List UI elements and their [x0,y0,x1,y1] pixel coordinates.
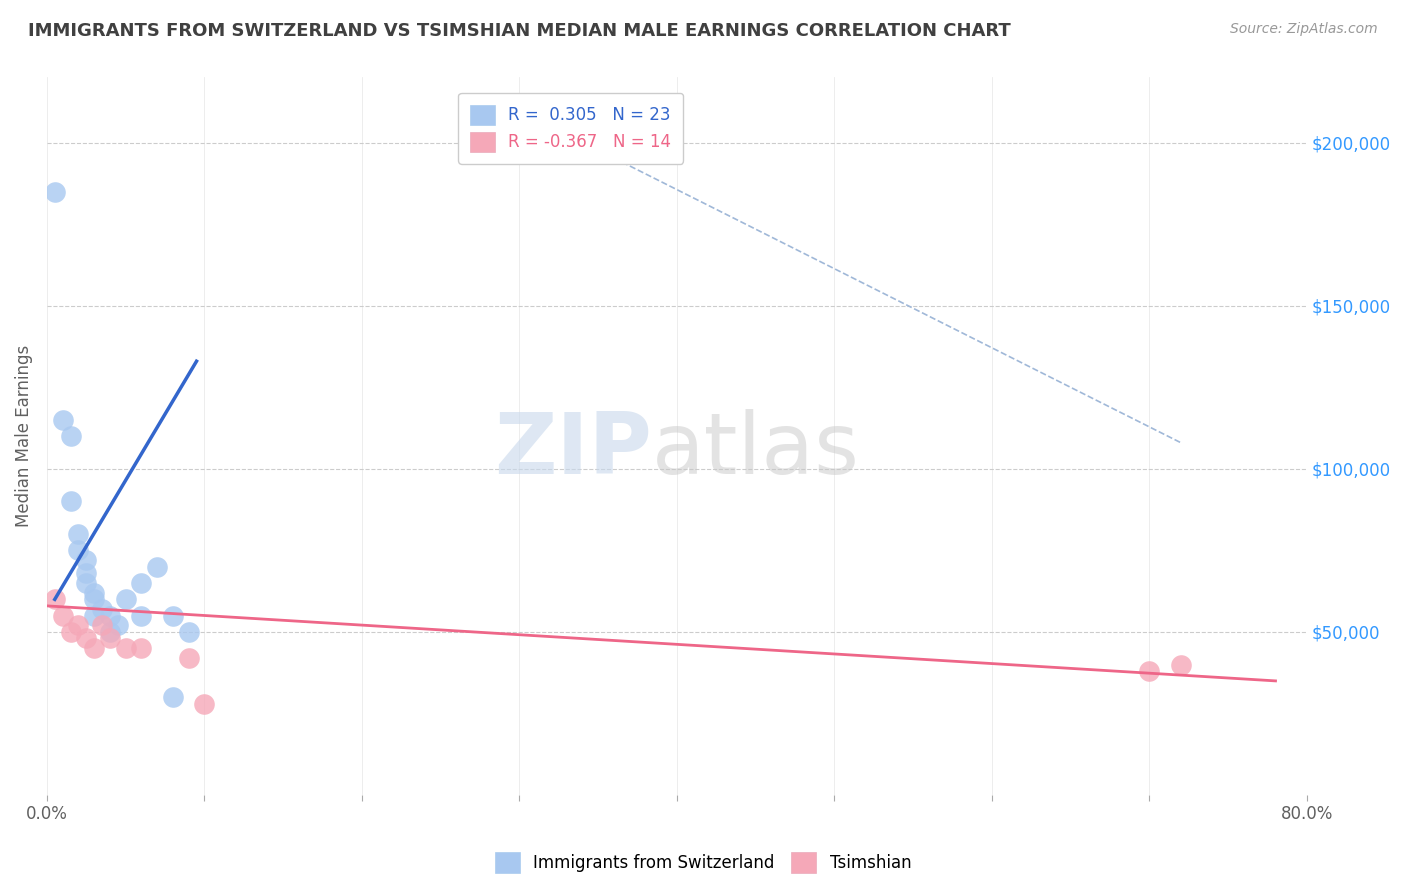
Point [162,690,184,705]
Point [114,641,136,656]
Point [98,632,121,646]
Point [107,618,129,632]
Point [44,185,66,199]
Point [98,624,121,639]
Point [91,602,114,616]
Point [44,592,66,607]
Text: IMMIGRANTS FROM SWITZERLAND VS TSIMSHIAN MEDIAN MALE EARNINGS CORRELATION CHART: IMMIGRANTS FROM SWITZERLAND VS TSIMSHIAN… [28,22,1011,40]
Point [75,553,97,567]
Point [1139,664,1161,678]
Legend: Immigrants from Switzerland, Tsimshian: Immigrants from Switzerland, Tsimshian [488,846,918,880]
Point [83,608,105,623]
Point [67,527,90,541]
Point [131,641,153,656]
Text: Source: ZipAtlas.com: Source: ZipAtlas.com [1230,22,1378,37]
Point [59,494,82,508]
Point [177,651,200,665]
Point [114,592,136,607]
Point [83,586,105,600]
Point [59,429,82,443]
Point [75,566,97,581]
Point [91,618,114,632]
Text: atlas: atlas [652,409,859,492]
Legend: R =  0.305   N = 23, R = -0.367   N = 14: R = 0.305 N = 23, R = -0.367 N = 14 [458,93,683,163]
Point [131,576,153,591]
Point [1170,657,1192,672]
Point [52,608,75,623]
Point [146,559,169,574]
Point [162,608,184,623]
Point [193,697,215,711]
Point [75,576,97,591]
Point [83,592,105,607]
Text: ZIP: ZIP [494,409,652,492]
Point [67,618,90,632]
Point [52,413,75,427]
Point [75,632,97,646]
Point [59,624,82,639]
Point [177,624,200,639]
Y-axis label: Median Male Earnings: Median Male Earnings [15,345,32,527]
Point [131,608,153,623]
Point [83,641,105,656]
Point [98,608,121,623]
Point [67,543,90,558]
